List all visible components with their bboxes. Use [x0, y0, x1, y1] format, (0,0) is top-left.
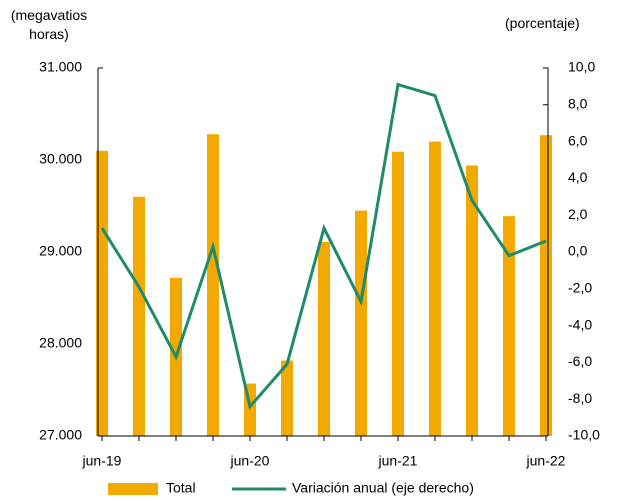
y2-tick-label: 4,0 [568, 169, 588, 185]
bar [540, 135, 552, 436]
bar [355, 210, 367, 436]
y2-tick-label: -8,0 [568, 390, 592, 406]
bar [96, 150, 108, 437]
y2-tick-label: -10,0 [568, 427, 600, 443]
legend-swatch [108, 483, 158, 495]
y-tick-label: 31.000 [39, 59, 82, 75]
y2-tick-label: 6,0 [568, 132, 588, 148]
y2-tick-label: 8,0 [568, 96, 588, 112]
y2-tick-label: 10,0 [568, 59, 595, 75]
y2-axis-label: (porcentaje) [505, 15, 580, 31]
line [100, 82, 547, 410]
bar [133, 196, 145, 436]
y-tick-label: 30.000 [39, 151, 82, 167]
legend-label: Variación anual (eje derecho) [292, 480, 474, 496]
y2-tick-label: -2,0 [568, 280, 592, 296]
y2-tick-label: -4,0 [568, 316, 592, 332]
bar [503, 216, 515, 436]
bar [392, 151, 404, 436]
y-tick-label: 27.000 [39, 427, 82, 443]
y-axis-label: (megavatios horas) [10, 7, 88, 42]
x-tick-label: jun-21 [378, 453, 418, 469]
x-tick-label: jun-20 [230, 453, 270, 469]
y2-tick-label: -6,0 [568, 353, 592, 369]
x-tick-label: jun-22 [526, 453, 566, 469]
y2-tick-label: 2,0 [568, 206, 588, 222]
y-tick-label: 29.000 [39, 243, 82, 259]
bar [466, 165, 478, 436]
legend-label: Total [166, 480, 196, 496]
y2-tick-label: 0,0 [568, 243, 588, 259]
bar [281, 360, 293, 436]
bar [318, 241, 330, 436]
x-tick-label: jun-19 [82, 453, 122, 469]
y-tick-label: 28.000 [39, 335, 82, 351]
bar [429, 141, 441, 436]
bar [207, 134, 219, 437]
